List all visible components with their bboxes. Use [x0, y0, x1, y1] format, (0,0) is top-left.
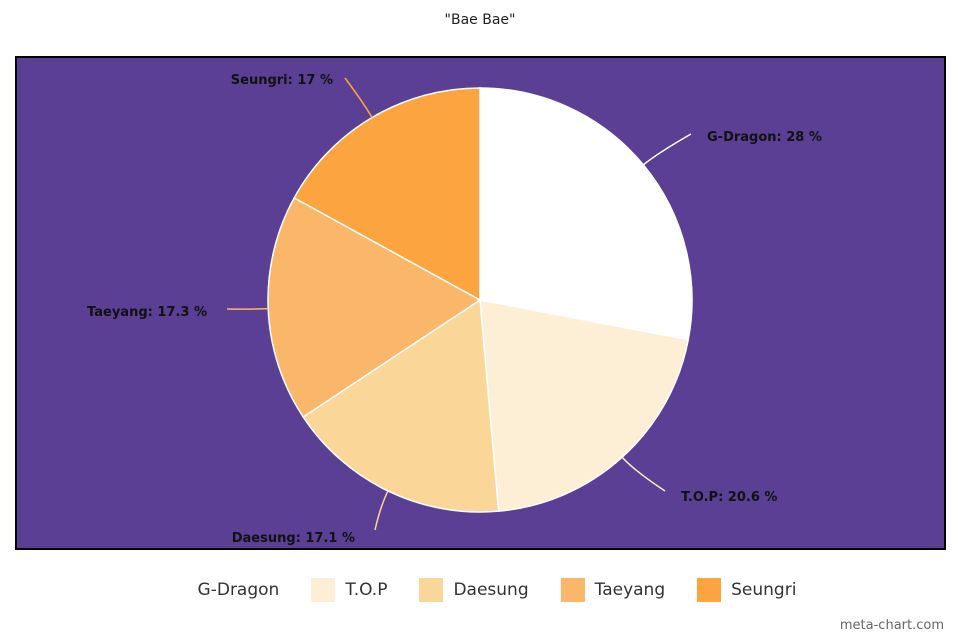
plot-area: G-Dragon: 28 % T.O.P: 20.6 % Daesung: 17.1…	[15, 56, 946, 550]
slice-labels: G-Dragon: 28 % T.O.P: 20.6 % Daesung: 17.1…	[87, 73, 822, 546]
legend-label: Taeyang	[594, 580, 666, 600]
connector-g-dragon	[642, 133, 692, 166]
legend-swatch	[419, 578, 444, 602]
chart-title: "Bae Bae"	[444, 12, 516, 28]
slice-label-daesung: Daesung: 17.1 %	[232, 531, 355, 546]
slice-label-t-o-p: T.O.P: 20.6 %	[681, 490, 777, 505]
connector-seungri	[344, 77, 373, 118]
legend-item-daesung[interactable]: Daesung	[419, 578, 529, 602]
pie-chart: G-Dragon: 28 % T.O.P: 20.6 % Daesung: 17.1…	[17, 58, 944, 548]
legend-label: Daesung	[453, 580, 529, 600]
pie-slice-t-o-p[interactable]	[479, 299, 690, 512]
watermark: meta-chart.com	[839, 618, 944, 633]
legend: G-Dragon T.O.P Daesung Taeyang Seungri	[0, 576, 960, 604]
pie-slice-g-dragon[interactable]	[479, 87, 693, 341]
legend-swatch	[697, 578, 722, 602]
pie-slice-daesung[interactable]	[302, 298, 500, 513]
slice-label-g-dragon: G-Dragon: 28 %	[707, 130, 822, 145]
slice-label-taeyang: Taeyang: 17.3 %	[87, 305, 207, 320]
legend-swatch	[311, 578, 336, 602]
legend-item-t-o-p[interactable]: T.O.P	[311, 578, 387, 602]
label-connectors	[226, 77, 692, 531]
legend-item-seungri[interactable]: Seungri	[697, 578, 796, 602]
legend-swatch	[560, 578, 585, 602]
connector-daesung	[374, 490, 389, 531]
pie-slices	[267, 87, 693, 513]
legend-label: G-Dragon	[197, 580, 280, 600]
legend-label: Seungri	[731, 580, 797, 600]
legend-item-g-dragon[interactable]: G-Dragon	[163, 578, 280, 602]
connector-t-o-p	[621, 456, 666, 492]
slice-label-seungri: Seungri: 17 %	[231, 73, 333, 88]
legend-label: T.O.P	[345, 580, 388, 600]
pie-slice-taeyang[interactable]	[267, 196, 482, 418]
legend-item-taeyang[interactable]: Taeyang	[560, 578, 666, 602]
legend-swatch	[163, 578, 188, 602]
pie-slice-seungri[interactable]	[293, 87, 481, 302]
